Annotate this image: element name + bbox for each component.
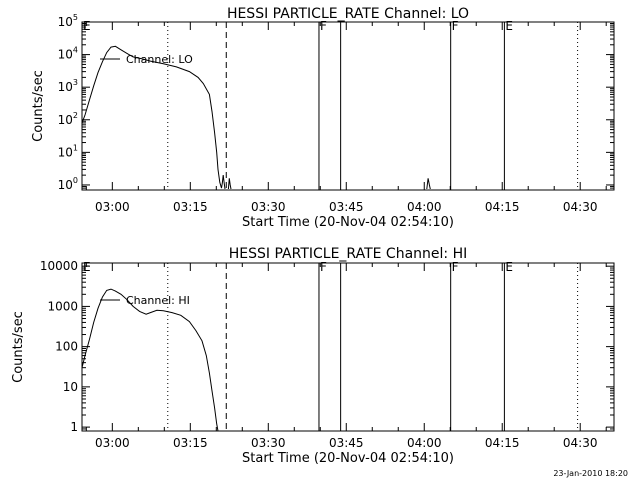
series-line-1 bbox=[81, 45, 226, 190]
x-tick-label: 03:15 bbox=[173, 436, 208, 450]
legend-label: Channel: HI bbox=[126, 294, 190, 307]
x-tick-label: 04:15 bbox=[485, 436, 520, 450]
x-tick-label: 03:45 bbox=[329, 436, 364, 450]
y-tick-label: 102 bbox=[58, 111, 78, 127]
y-tick-label: 1000 bbox=[47, 299, 78, 313]
x-tick-label: 04:15 bbox=[485, 200, 520, 214]
x-tick-label: 03:15 bbox=[173, 200, 208, 214]
y-tick-label: 10 bbox=[63, 380, 78, 394]
y-tick-label: 100 bbox=[58, 176, 78, 192]
x-tick-label: 04:00 bbox=[407, 200, 442, 214]
x-tick-label: 03:00 bbox=[95, 436, 130, 450]
x-tick-label: 03:30 bbox=[251, 200, 286, 214]
x-tick-label: 04:30 bbox=[563, 436, 598, 450]
marker-label-f: F bbox=[320, 19, 327, 33]
y-tick-label: 1 bbox=[70, 420, 78, 434]
x-tick-label: 03:00 bbox=[95, 200, 130, 214]
y-tick-label: 104 bbox=[58, 46, 78, 62]
y-axis-label: Counts/sec bbox=[31, 70, 46, 142]
footer-timestamp: 23-Jan-2010 18:20 bbox=[553, 469, 628, 478]
plot-frame bbox=[81, 262, 615, 432]
chart-title: HESSI PARTICLE_RATE Channel: HI bbox=[229, 246, 467, 262]
y-tick-label: 10000 bbox=[40, 259, 78, 273]
chart-panel-1: HESSI PARTICLE_RATE Channel: LOEFFE10010… bbox=[31, 6, 615, 230]
marker-label-f: F bbox=[452, 19, 459, 33]
y-axis-label: Counts/sec bbox=[11, 311, 26, 383]
x-tick-label: 03:30 bbox=[251, 436, 286, 450]
x-tick-label: 03:45 bbox=[329, 200, 364, 214]
chart-panel-2: HESSI PARTICLE_RATE Channel: HIEFFE11010… bbox=[11, 246, 615, 466]
y-tick-label: 103 bbox=[58, 78, 78, 94]
marker-label-e: E bbox=[505, 260, 513, 274]
legend-label: Channel: LO bbox=[126, 53, 193, 66]
x-axis-label: Start Time (20-Nov-04 02:54:10) bbox=[242, 451, 454, 466]
y-tick-label: 101 bbox=[58, 143, 78, 159]
series-line-3 bbox=[426, 178, 431, 190]
x-axis-label: Start Time (20-Nov-04 02:54:10) bbox=[242, 215, 454, 230]
x-tick-label: 04:30 bbox=[563, 200, 598, 214]
x-tick-label: 04:00 bbox=[407, 436, 442, 450]
series-line-1 bbox=[81, 288, 219, 432]
y-tick-label: 105 bbox=[58, 13, 78, 29]
marker-label-f: F bbox=[320, 260, 327, 274]
series-line-2 bbox=[227, 178, 232, 190]
plot-frame bbox=[81, 21, 615, 191]
marker-label-f: F bbox=[452, 260, 459, 274]
y-tick-label: 100 bbox=[55, 340, 78, 354]
chart-title: HESSI PARTICLE_RATE Channel: LO bbox=[227, 6, 469, 22]
marker-label-e: E bbox=[505, 19, 513, 33]
